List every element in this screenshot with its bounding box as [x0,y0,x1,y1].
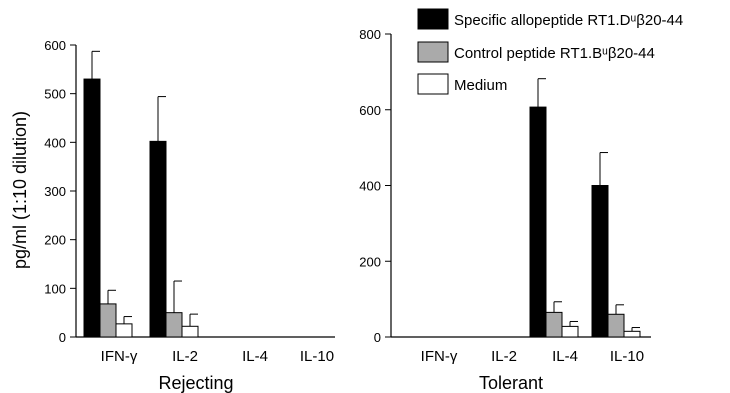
y-tick-label-rejecting: 0 [59,330,66,345]
legend-swatch-specific [417,8,449,30]
legend-label-specific: Specific allopeptide RT1.Dᵘβ20-44 [454,12,683,29]
bar-rejecting-control [99,303,117,338]
chart-panel-rejecting: Rejecting 0 100 200 300 400 500 600 IFN-γ IL-2 IL… [44,38,335,393]
legend: Specific allopeptide RT1.Dᵘβ20-44 Contro… [417,8,683,95]
bar-rejecting-medium [115,323,133,338]
y-tick-label-rejecting: 400 [44,135,66,150]
y-tick-label-tolerant: 0 [374,330,381,345]
legend-label-control: Control peptide RT1.Bᵘβ20-44 [454,45,655,62]
x-tick-label-tolerant: IL-10 [610,348,644,365]
bar-tolerant-medium [561,325,579,338]
x-tick-label-rejecting: IL-4 [242,348,268,365]
y-axis-title: pg/ml (1:10 dilution) [10,111,30,269]
y-tick-label-tolerant: 200 [359,254,381,269]
chart-panel-tolerant: Tolerant 0 200 400 600 800 IFN-γ IL-2 IL-4 IL-10 [359,27,651,393]
bar-rejecting-specific [83,78,101,338]
bar-tolerant-medium [623,330,641,338]
y-tick-label-rejecting: 500 [44,87,66,102]
x-tick-label-tolerant: IL-4 [552,348,578,365]
x-tick-label-tolerant: IFN-γ [421,348,458,365]
x-axis-title-tolerant: Tolerant [479,373,543,393]
x-tick-label-rejecting: IFN-γ [101,348,138,365]
bar-tolerant-control [607,313,625,338]
x-tick-label-rejecting: IL-2 [172,348,198,365]
x-tick-label-rejecting: IL-10 [300,348,334,365]
y-tick-label-tolerant: 800 [359,27,381,42]
bar-rejecting-control [165,312,183,338]
y-tick-label-rejecting: 600 [44,38,66,53]
x-axis-title-rejecting: Rejecting [158,373,233,393]
y-tick-label-tolerant: 400 [359,179,381,194]
y-tick-label-rejecting: 300 [44,184,66,199]
bar-rejecting-specific [149,140,167,338]
bar-tolerant-specific [591,185,609,338]
y-tick-label-rejecting: 200 [44,233,66,248]
legend-swatch-control [417,41,449,63]
bar-tolerant-specific [529,106,547,338]
bar-rejecting-medium [181,325,199,338]
bar-tolerant-control [545,311,563,338]
y-tick-label-rejecting: 100 [44,281,66,296]
x-tick-label-tolerant: IL-2 [491,348,517,365]
y-tick-label-tolerant: 600 [359,103,381,118]
legend-swatch-medium [417,73,449,95]
legend-label-medium: Medium [454,77,507,94]
